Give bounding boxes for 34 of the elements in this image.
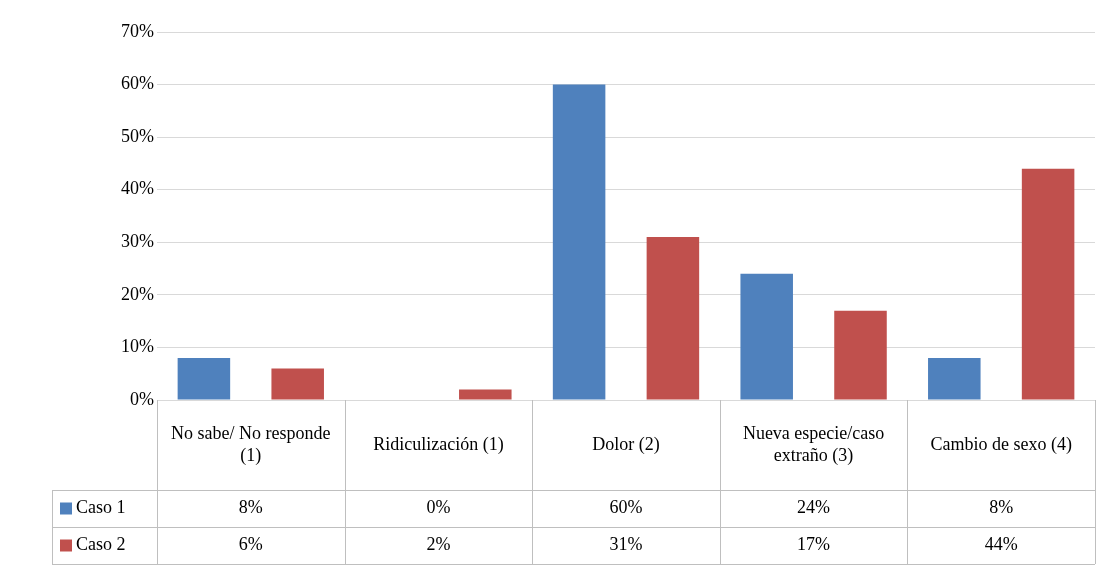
bar bbox=[834, 310, 887, 400]
y-tick-label: 10% bbox=[121, 336, 154, 357]
data-label: 8% bbox=[238, 497, 263, 518]
bar bbox=[928, 357, 981, 400]
bar bbox=[177, 357, 231, 400]
data-label: 2% bbox=[426, 534, 451, 555]
bar bbox=[646, 237, 700, 400]
data-label: 8% bbox=[989, 497, 1014, 518]
x-tick-label: Ridiculización (1) bbox=[373, 433, 504, 455]
data-label: 31% bbox=[609, 534, 643, 555]
bar bbox=[552, 84, 606, 400]
y-tick-label: 0% bbox=[130, 388, 154, 409]
bar bbox=[459, 389, 512, 400]
y-tick-label: 40% bbox=[121, 178, 154, 199]
x-tick-label: No sabe/ No responde (1) bbox=[171, 422, 331, 466]
data-label: 6% bbox=[238, 534, 263, 555]
y-tick-label: 50% bbox=[121, 125, 154, 146]
x-tick-label: Nueva especie/caso extraño (3) bbox=[742, 422, 885, 466]
x-tick-label: Dolor (2) bbox=[592, 433, 660, 455]
data-label: 0% bbox=[426, 497, 451, 518]
bar bbox=[740, 273, 793, 400]
bar bbox=[271, 368, 324, 400]
bar bbox=[1021, 168, 1075, 400]
legend-label: Caso 2 bbox=[76, 534, 126, 555]
y-tick-label: 60% bbox=[121, 73, 154, 94]
y-tick-label: 70% bbox=[121, 20, 154, 41]
x-tick-label: Cambio de sexo (4) bbox=[930, 433, 1072, 455]
data-label: 24% bbox=[797, 497, 831, 518]
data-label: 44% bbox=[984, 534, 1018, 555]
y-tick-label: 20% bbox=[121, 283, 154, 304]
data-label: 60% bbox=[609, 497, 643, 518]
legend-label: Caso 1 bbox=[76, 497, 126, 518]
y-tick-label: 30% bbox=[121, 231, 154, 252]
data-label: 17% bbox=[797, 534, 831, 555]
